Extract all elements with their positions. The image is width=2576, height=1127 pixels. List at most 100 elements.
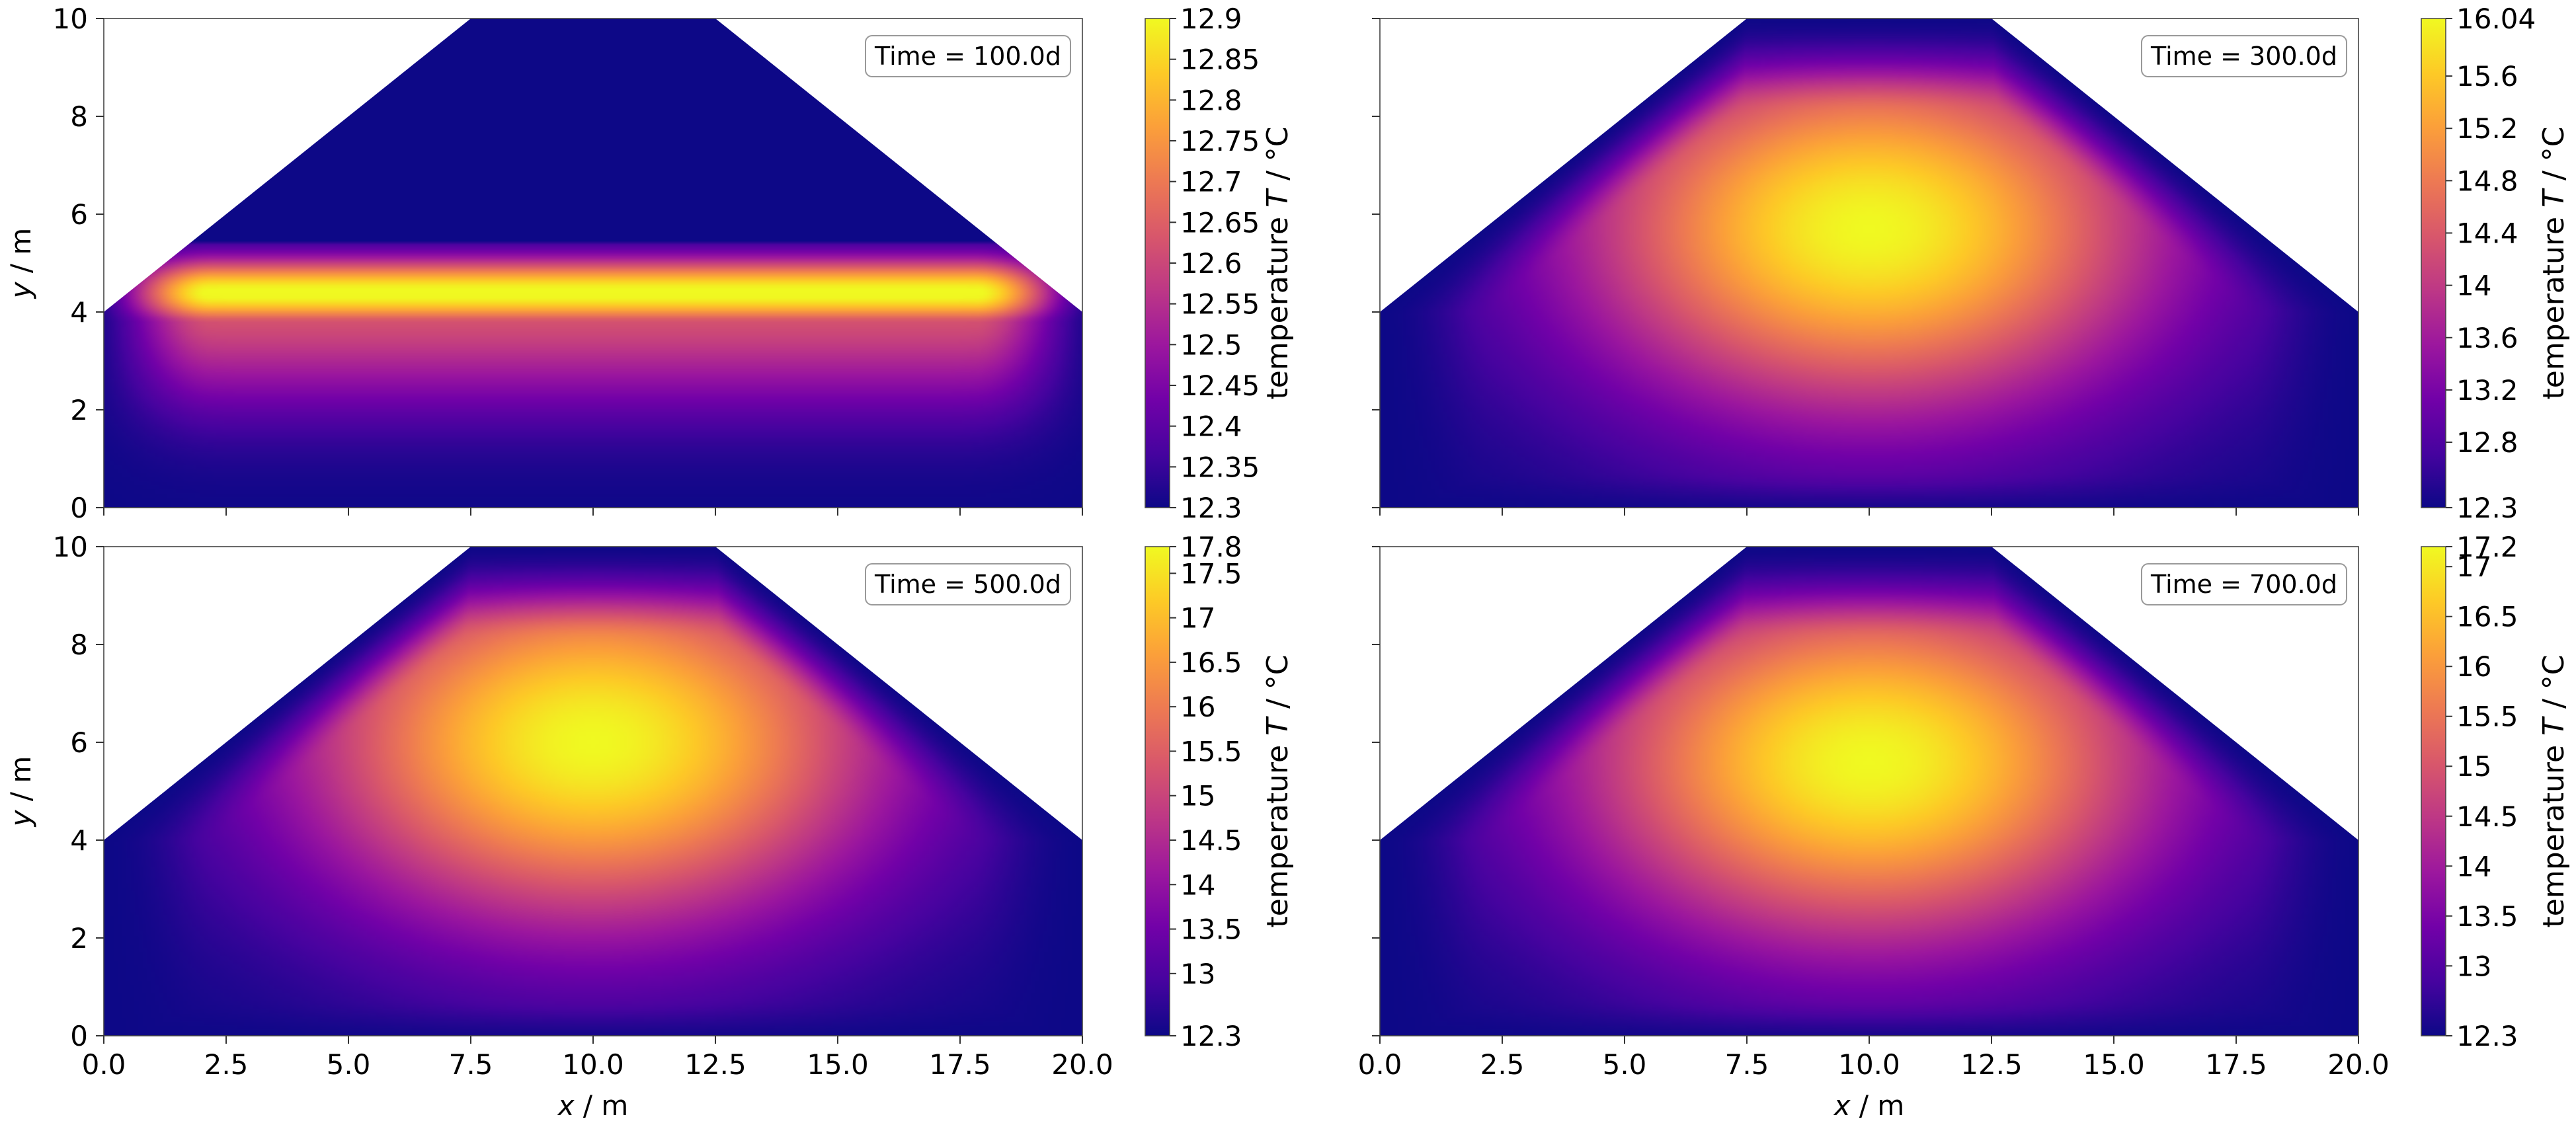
colorbar-tick-label: 12.6: [1180, 247, 1242, 280]
time-label: Time = 700.0d: [2150, 570, 2337, 599]
x-tick-label: 20.0: [2327, 1048, 2390, 1081]
colorbar-tick-label: 17: [1180, 602, 1215, 635]
y-tick-label: 4: [70, 296, 88, 329]
y-tick-label: 6: [70, 726, 88, 759]
y-tick-label: 8: [70, 629, 88, 661]
x-tick-label: 7.5: [449, 1048, 493, 1081]
colorbar: 12.3 12.8 13.2 13.6 14 14.4 14.8 15.2 15.6 16.04 t…: [2421, 3, 2571, 524]
colorbar-tick-label: 15.5: [2456, 701, 2518, 733]
colorbar-tick-label: 12.35: [1180, 451, 1260, 483]
temperature-field: [104, 19, 1082, 508]
x-tick-label: 10.0: [562, 1048, 624, 1081]
colorbar-tick-label: 17.5: [1180, 557, 1242, 590]
time-label: Time = 300.0d: [2150, 42, 2337, 71]
temperature-field: [1380, 547, 2358, 1036]
panel-3: 0.0 2.5 5.0 7.5 10.0 12.5 15.0 17.5 20.0 0 2 4 6 8 10 y…: [5, 531, 1295, 1122]
x-tick-label: 15.0: [807, 1048, 869, 1081]
y-tick-label: 0: [70, 1020, 88, 1052]
x-tick-label: 20.0: [1051, 1048, 1113, 1081]
y-tick-label: 6: [70, 198, 88, 231]
y-tick-label: 2: [70, 922, 88, 954]
colorbar-tick-label: 12.85: [1180, 44, 1260, 76]
y-tick-label: 10: [53, 531, 88, 563]
time-label: Time = 500.0d: [874, 570, 1061, 599]
colorbar-label: temperature T / °C: [1261, 655, 1295, 928]
colorbar-tick-label: 17: [2456, 551, 2491, 583]
y-axis-label: y / m: [5, 228, 37, 300]
colorbar-label: temperature T / °C: [1261, 127, 1295, 400]
colorbar-tick-label: 12.3: [1180, 492, 1242, 524]
colorbar-tick-label: 14: [1180, 869, 1215, 901]
panel-4: 0.0 2.5 5.0 7.5 10.0 12.5 15.0 17.5 20.0 x / m Tim…: [1358, 531, 2571, 1122]
colorbar-tick-label: 15: [2456, 750, 2491, 783]
colorbar-label: temperature T / °C: [2537, 655, 2571, 928]
colorbar-tick-label: 13: [1180, 958, 1215, 990]
colorbar-tick-label: 16: [2456, 650, 2491, 683]
colorbar-tick-label: 17.8: [1180, 531, 1242, 563]
x-tick-label: 12.5: [684, 1048, 746, 1081]
y-tick-label: 8: [70, 100, 88, 133]
colorbar-tick-label: 12.5: [1180, 329, 1242, 361]
colorbar-tick-label: 12.9: [1180, 3, 1242, 35]
colorbar-tick-label: 16: [1180, 691, 1215, 723]
colorbar-tick-label: 12.8: [1180, 84, 1242, 116]
colorbar-tick-label: 16.5: [2456, 601, 2518, 633]
colorbar-tick-label: 14: [2456, 270, 2491, 302]
colorbar-gradient: [1145, 18, 1170, 508]
time-annotation: Time = 100.0d: [865, 35, 1071, 77]
colorbar-tick-label: 12.45: [1180, 369, 1260, 402]
time-annotation: Time = 300.0d: [2141, 35, 2347, 77]
time-annotation: Time = 500.0d: [865, 563, 1071, 605]
colorbar-tick-label: 12.3: [2456, 492, 2518, 524]
colorbar-tick-label: 14.5: [1180, 824, 1242, 857]
colorbar-tick-label: 14.5: [2456, 800, 2518, 833]
colorbar-tick-label: 14: [2456, 850, 2491, 882]
colorbar-tick-label: 13: [2456, 950, 2491, 982]
x-tick-label: 10.0: [1838, 1048, 1900, 1081]
colorbar-label: temperature T / °C: [2537, 127, 2571, 400]
colorbar: 12.3 13 13.5 14 14.5 15 15.5 16 16.5 17 17.517.8 te…: [1145, 531, 1295, 1052]
x-tick-label: 5.0: [327, 1048, 371, 1081]
x-tick-label: 5.0: [1603, 1048, 1647, 1081]
colorbar-tick-label: 14.8: [2456, 165, 2518, 197]
x-tick-label: 17.5: [2205, 1048, 2267, 1081]
colorbar-tick-label: 15: [1180, 780, 1215, 812]
x-tick-label: 0.0: [1358, 1048, 1402, 1081]
colorbar-tick-label: 12.65: [1180, 206, 1260, 239]
colorbar-gradient: [2421, 18, 2446, 508]
x-tick-label: 17.5: [929, 1048, 991, 1081]
x-tick-label: 12.5: [1960, 1048, 2023, 1081]
y-tick-label: 0: [70, 492, 88, 524]
colorbar-tick-label: 12.3: [2456, 1020, 2518, 1052]
colorbar-tick-label: 13.5: [1180, 913, 1242, 946]
colorbar-tick-label: 17.2: [2456, 531, 2518, 563]
y-tick-label: 2: [70, 394, 88, 426]
colorbar-gradient: [2421, 546, 2446, 1036]
panels: 0 2 4 6 8 10 y / m Time = 100.0d 12.3 12.35 12.4 12…: [5, 3, 2571, 1122]
colorbar-tick-label: 13.6: [2456, 322, 2518, 354]
temperature-field: [1380, 19, 2358, 508]
y-tick-label: 4: [70, 824, 88, 857]
colorbar-tick-label: 12.8: [2456, 426, 2518, 459]
colorbar-tick-label: 15.2: [2456, 112, 2518, 145]
colorbar-tick-label: 16.5: [1180, 646, 1242, 679]
colorbar-tick-label: 15.6: [2456, 60, 2518, 93]
x-tick-label: 0.0: [82, 1048, 126, 1081]
colorbar-tick-label: 12.4: [1180, 410, 1242, 443]
time-annotation: Time = 700.0d: [2141, 563, 2347, 605]
colorbar-gradient: [1145, 546, 1170, 1036]
colorbar-tick-label: 15.5: [1180, 735, 1242, 767]
colorbar-tick-label: 13.5: [2456, 900, 2518, 933]
colorbar-tick-label: 12.55: [1180, 288, 1260, 321]
x-tick-label: 2.5: [204, 1048, 249, 1081]
x-axis-label: x / m: [557, 1089, 629, 1122]
x-tick-label: 15.0: [2083, 1048, 2145, 1081]
colorbar-tick-label: 14.4: [2456, 217, 2518, 249]
time-label: Time = 100.0d: [874, 42, 1061, 71]
y-axis-label: y / m: [5, 756, 37, 828]
colorbar-tick-label: 12.75: [1180, 125, 1260, 157]
colorbar-tick-label: 12.7: [1180, 166, 1242, 198]
